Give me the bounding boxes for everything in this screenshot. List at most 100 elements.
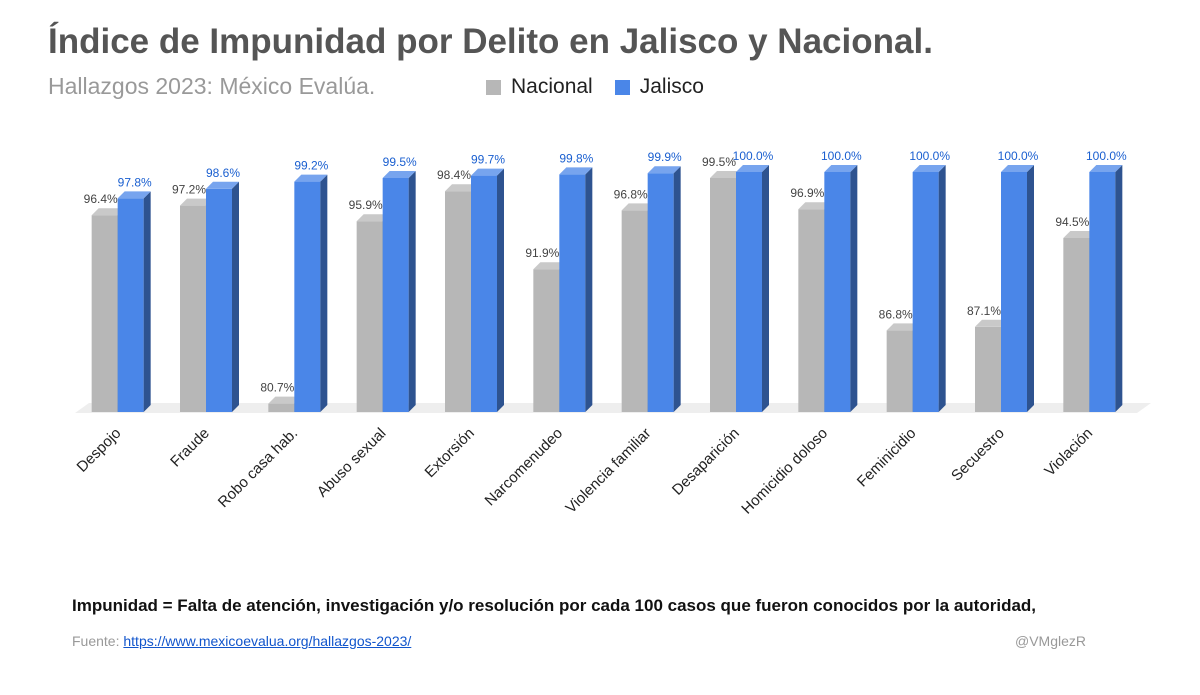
data-label-nacional-10: 87.1% [967,304,1001,318]
category-label-5: Narcomenudeo [482,425,567,510]
bar-top-jalisco-9 [912,165,946,172]
bar-nacional-2 [268,403,295,412]
bar-top-jalisco-6 [647,166,681,174]
chart-title: Índice de Impunidad por Delito en Jalisc… [48,22,933,61]
bar-nacional-3 [356,221,383,412]
data-label-jalisco-1: 98.6% [206,166,240,180]
bar-jalisco-5 [559,174,586,412]
data-label-nacional-7: 99.5% [702,155,736,169]
bar-top-jalisco-7 [736,165,769,172]
bar-side-jalisco-11 [1115,165,1123,412]
bar-top-nacional-6 [621,203,655,211]
bar-nacional-9 [886,330,913,412]
data-label-jalisco-2: 99.2% [294,159,328,173]
bar-jalisco-8 [824,172,851,412]
author-credit: @VMglezR [1015,633,1087,649]
data-label-jalisco-6: 99.9% [648,150,682,164]
legend-label-nacional: Nacional [511,75,593,98]
bar-side-jalisco-9 [938,165,946,412]
data-label-jalisco-3: 99.5% [383,155,417,169]
bar-side-jalisco-1 [232,181,239,412]
category-label-8: Homicidio doloso [738,425,831,518]
bar-top-nacional-3 [356,214,390,222]
bar-side-jalisco-7 [762,165,769,412]
legend-item-jalisco: Jalisco [614,75,704,99]
legend-swatch-nacional [486,79,501,95]
data-label-nacional-8: 96.9% [790,186,824,200]
data-label-jalisco-5: 99.8% [559,151,593,165]
data-label-jalisco-0: 97.8% [118,175,152,189]
bar-side-jalisco-6 [673,166,681,412]
bar-side-jalisco-3 [408,171,416,412]
data-label-nacional-4: 98.4% [437,168,471,182]
data-label-nacional-5: 91.9% [525,246,559,260]
legend-label-jalisco: Jalisco [639,75,704,98]
chart-floor [75,403,1151,413]
category-label-10: Secuestro [948,425,1008,485]
bar-jalisco-0 [117,198,144,412]
bar-jalisco-4 [471,175,497,412]
category-label-3: Abuso sexual [314,425,390,501]
category-label-9: Feminicidio [854,425,920,491]
legend-item-nacional: Nacional [486,75,593,99]
bar-nacional-11 [1063,238,1090,412]
bar-jalisco-7 [736,172,762,412]
bar-top-nacional-8 [798,202,832,210]
bar-jalisco-9 [912,172,939,412]
bar-nacional-7 [710,178,736,412]
bar-top-jalisco-0 [117,191,151,199]
source-link[interactable]: https://www.mexicoevalua.org/hallazgos-2… [123,633,412,649]
category-label-7: Desaparición [669,425,743,499]
category-label-2: Robo casa hab. [215,425,301,511]
legend: Nacional Jalisco [486,75,726,99]
data-label-jalisco-8: 100.0% [821,149,862,163]
bar-jalisco-10 [1001,172,1027,412]
bar-top-jalisco-5 [559,167,593,175]
bar-top-nacional-10 [975,319,1008,327]
bar-top-nacional-2 [268,396,302,404]
bar-top-nacional-7 [710,171,743,178]
bar-side-jalisco-5 [585,167,593,412]
bar-jalisco-11 [1089,172,1116,412]
bar-top-jalisco-2 [294,174,328,182]
data-label-jalisco-4: 99.7% [471,153,505,167]
bar-side-jalisco-10 [1027,165,1034,412]
data-label-jalisco-11: 100.0% [1086,149,1127,163]
source-line: Fuente: https://www.mexicoevalua.org/hal… [72,633,411,649]
data-label-jalisco-7: 100.0% [733,149,774,163]
impunity-definition-note: Impunidad = Falta de atención, investiga… [72,596,1037,615]
bar-top-jalisco-8 [824,165,858,172]
category-label-4: Extorsión [422,425,478,481]
bar-nacional-5 [533,269,560,412]
bar-nacional-8 [798,209,825,412]
bar-top-jalisco-3 [382,171,416,178]
bar-top-nacional-11 [1063,231,1097,238]
bar-side-jalisco-2 [320,174,328,412]
bar-top-nacional-9 [886,323,920,331]
bar-jalisco-2 [294,181,321,412]
data-label-nacional-6: 96.8% [614,187,648,201]
category-label-6: Violencia familiar [562,425,654,517]
bar-side-jalisco-8 [850,165,858,412]
data-label-nacional-0: 96.4% [84,192,118,206]
bar-top-nacional-4 [445,184,478,192]
bar-chart: 96.4%97.8% Despojo 97.2%98.6% Fraude 80.7% 99… [74,149,1151,518]
bar-jalisco-6 [647,173,674,412]
data-label-nacional-3: 95.9% [349,198,383,212]
chart-subtitle: Hallazgos 2023: México Evalúa. [48,73,376,99]
data-label-jalisco-9: 100.0% [909,149,950,163]
bar-nacional-10 [975,326,1001,412]
category-label-11: Violación [1041,425,1096,480]
bar-top-jalisco-1 [206,181,239,189]
bar-nacional-0 [91,215,118,412]
bar-nacional-6 [621,210,648,412]
bar-top-nacional-0 [91,208,125,216]
bar-jalisco-1 [206,188,232,412]
data-label-nacional-1: 97.2% [172,183,206,197]
bar-top-jalisco-10 [1001,165,1034,172]
bar-nacional-4 [445,191,471,412]
data-label-nacional-11: 94.5% [1055,215,1089,229]
bar-side-jalisco-0 [143,191,151,412]
category-label-0: Despojo [74,425,125,476]
legend-swatch-jalisco [614,79,630,95]
